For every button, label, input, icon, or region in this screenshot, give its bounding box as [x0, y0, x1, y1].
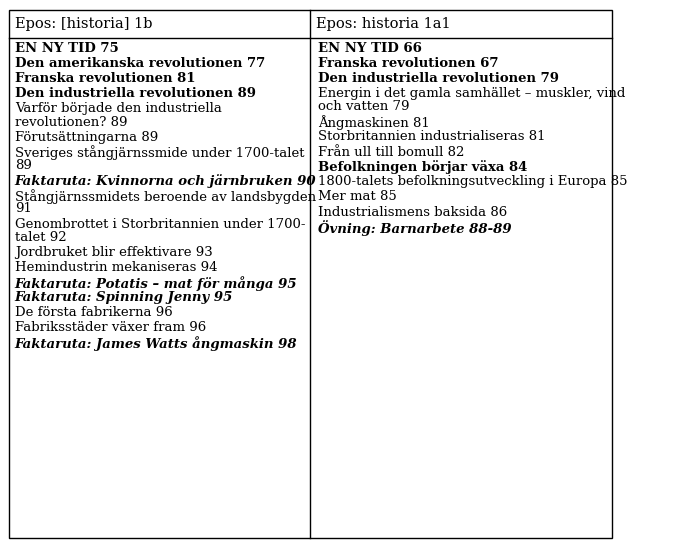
Text: Varför började den industriella: Varför började den industriella — [15, 102, 221, 115]
Text: Sveriges stångjärnssmide under 1700-talet: Sveriges stångjärnssmide under 1700-tale… — [15, 146, 304, 161]
Text: Faktaruta: Kvinnorna och järnbruken 90: Faktaruta: Kvinnorna och järnbruken 90 — [15, 174, 317, 188]
Text: Den industriella revolutionen 89: Den industriella revolutionen 89 — [15, 87, 256, 100]
Text: 1800-talets befolkningsutveckling i Europa 85: 1800-talets befolkningsutveckling i Euro… — [318, 175, 627, 189]
Text: Ångmaskinen 81: Ångmaskinen 81 — [318, 116, 429, 130]
Text: EN NY TID 75: EN NY TID 75 — [15, 42, 119, 55]
Text: Franska revolutionen 67: Franska revolutionen 67 — [318, 57, 498, 70]
Text: De första fabrikerna 96: De första fabrikerna 96 — [15, 306, 173, 319]
Text: 89: 89 — [15, 159, 32, 172]
Text: Energin i det gamla samhället – muskler, vind: Energin i det gamla samhället – muskler,… — [318, 87, 625, 100]
Text: 91: 91 — [15, 203, 32, 215]
Text: Mer mat 85: Mer mat 85 — [318, 191, 396, 203]
Text: talet 92: talet 92 — [15, 231, 66, 244]
Text: Förutsättningarna 89: Förutsättningarna 89 — [15, 130, 158, 144]
Text: och vatten 79: och vatten 79 — [318, 100, 409, 113]
Text: EN NY TID 66: EN NY TID 66 — [318, 42, 422, 55]
Text: Befolkningen börjar växa 84: Befolkningen börjar växa 84 — [318, 161, 527, 174]
Text: Epos: [historia] 1b: Epos: [historia] 1b — [15, 17, 153, 31]
Text: Faktaruta: Potatis – mat för många 95: Faktaruta: Potatis – mat för många 95 — [15, 276, 298, 291]
Text: Jordbruket blir effektivare 93: Jordbruket blir effektivare 93 — [15, 246, 213, 259]
Text: Den industriella revolutionen 79: Den industriella revolutionen 79 — [318, 72, 559, 85]
Text: Övning: Barnarbete 88-89: Övning: Barnarbete 88-89 — [318, 220, 512, 236]
Text: Från ull till bomull 82: Från ull till bomull 82 — [318, 146, 464, 158]
Text: Epos: historia 1a1: Epos: historia 1a1 — [316, 17, 451, 31]
Text: Hemindustrin mekaniseras 94: Hemindustrin mekaniseras 94 — [15, 261, 217, 274]
Text: Stångjärnssmidets beroende av landsbygden: Stångjärnssmidets beroende av landsbygde… — [15, 189, 316, 204]
Text: Storbritannien industrialiseras 81: Storbritannien industrialiseras 81 — [318, 130, 545, 144]
Text: revolutionen? 89: revolutionen? 89 — [15, 116, 127, 128]
Text: Franska revolutionen 81: Franska revolutionen 81 — [15, 72, 195, 85]
Text: Faktaruta: Spinning Jenny 95: Faktaruta: Spinning Jenny 95 — [15, 291, 233, 304]
Text: Den amerikanska revolutionen 77: Den amerikanska revolutionen 77 — [15, 57, 265, 70]
Text: Industrialismens baksida 86: Industrialismens baksida 86 — [318, 206, 507, 219]
Text: Fabriksstäder växer fram 96: Fabriksstäder växer fram 96 — [15, 321, 206, 334]
Text: Genombrottet i Storbritannien under 1700-: Genombrottet i Storbritannien under 1700… — [15, 218, 305, 231]
Text: Faktaruta: James Watts ångmaskin 98: Faktaruta: James Watts ångmaskin 98 — [15, 336, 298, 351]
